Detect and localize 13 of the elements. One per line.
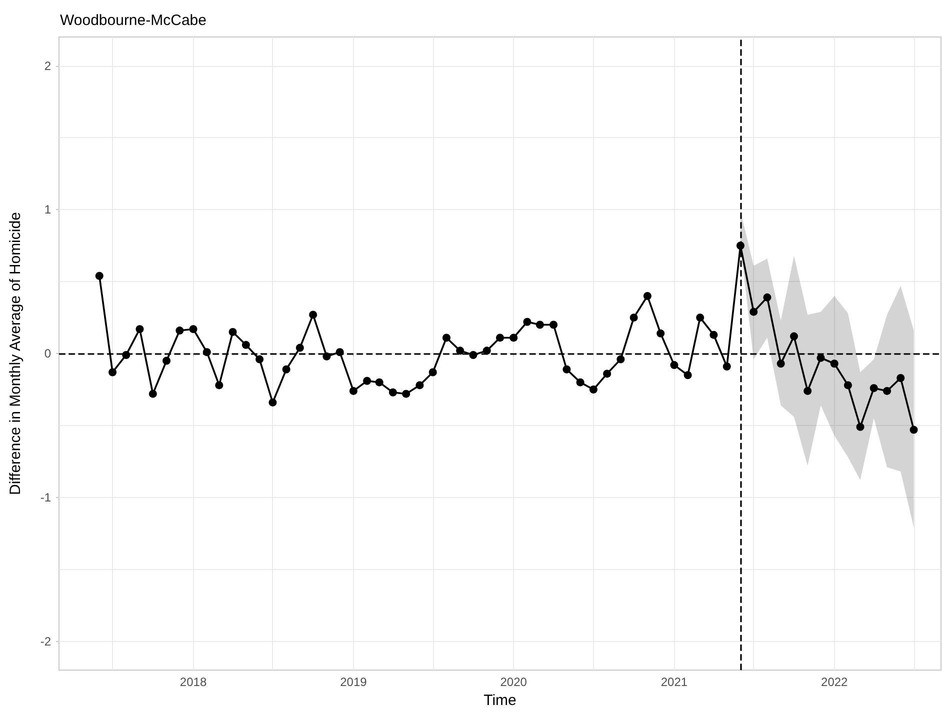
- y-axis-title: Difference in Monthly Average of Homicide: [7, 212, 24, 496]
- chart-title: Woodbourne-McCabe: [60, 12, 206, 29]
- x-tick-label: 2018: [180, 675, 207, 690]
- y-tick-label: -1: [40, 490, 52, 504]
- y-tick-label: -2: [40, 634, 52, 648]
- x-tick-label: 2019: [340, 675, 368, 690]
- x-tick-label: 2020: [500, 675, 528, 690]
- x-tick-label: 2021: [660, 675, 688, 690]
- y-tick-label: 1: [44, 202, 52, 217]
- y-tick-label: 2: [44, 58, 52, 73]
- x-tick-label: 2022: [821, 675, 848, 690]
- y-tick-label: 0: [44, 346, 52, 361]
- x-axis-title: Time: [484, 692, 516, 709]
